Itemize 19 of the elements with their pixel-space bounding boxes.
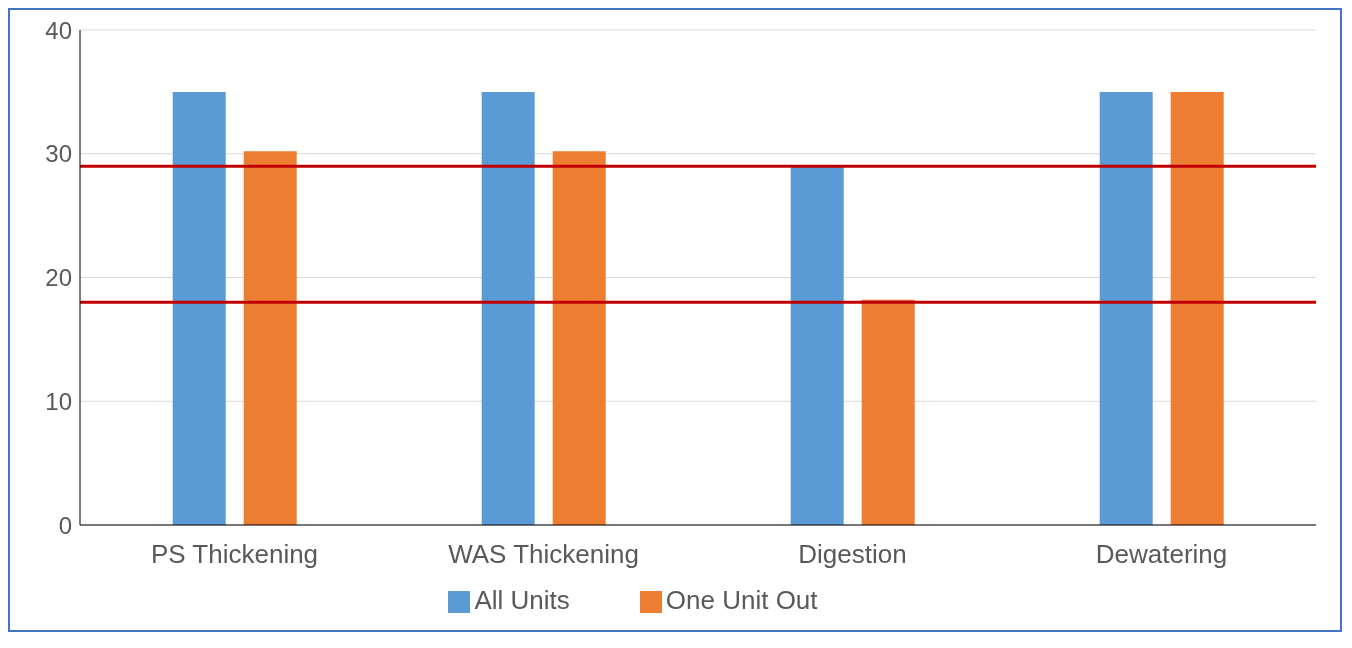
- bar: [1099, 91, 1153, 525]
- bar: [1170, 91, 1224, 525]
- x-tick-label: Digestion: [798, 539, 907, 570]
- legend-label: All Units: [474, 585, 570, 615]
- x-tick-label: WAS Thickening: [448, 539, 639, 570]
- y-tick-label: 10: [45, 387, 72, 415]
- bar: [861, 299, 915, 525]
- bar: [481, 91, 535, 525]
- bar: [790, 166, 844, 525]
- y-tick-label: 30: [45, 140, 72, 168]
- x-tick-label: PS Thickening: [150, 539, 319, 570]
- x-tick-label: Dewatering: [1095, 539, 1228, 570]
- y-tick-label: 0: [58, 511, 72, 539]
- y-tick-label: 40: [45, 16, 72, 44]
- bar: [172, 91, 226, 525]
- bar: [552, 151, 606, 525]
- y-tick-label: 20: [45, 264, 72, 292]
- bar: [243, 151, 297, 525]
- legend-label: One Unit Out: [665, 585, 818, 615]
